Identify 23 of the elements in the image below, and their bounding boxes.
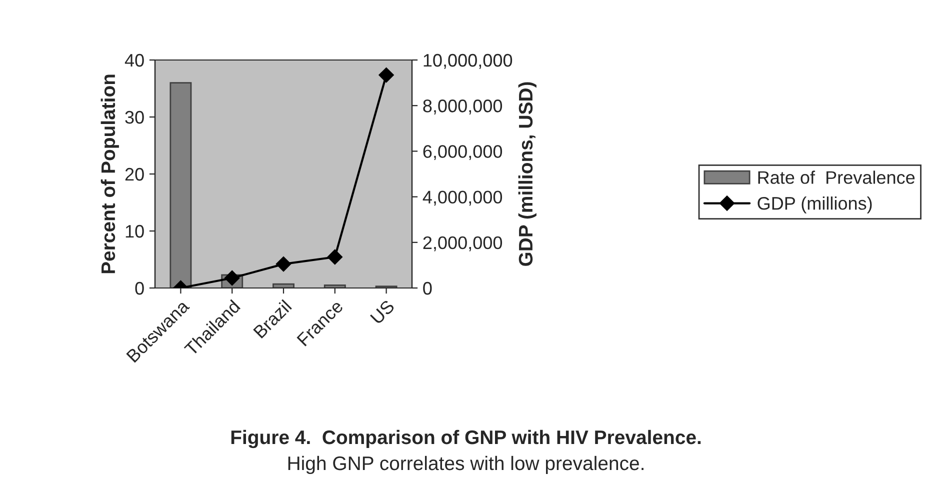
- legend-label: Rate of Prevalence: [758, 170, 915, 184]
- bar: [170, 82, 192, 288]
- y-tick-label: 10: [126, 224, 144, 238]
- y2-tick-label: 2,000,000: [423, 236, 502, 252]
- y2-tick-label: 4,000,000: [422, 190, 502, 206]
- point: [378, 67, 394, 83]
- y2-axis-title: GDP (millions, USD): [518, 82, 536, 266]
- text: Figure 4. Comparison of GNP with HIV Prevalence.: [231, 430, 701, 448]
- y2-tick-label: 8,000,000: [423, 100, 502, 114]
- point: [276, 256, 292, 272]
- point: [224, 270, 240, 286]
- y-tick-label: 20: [125, 168, 144, 181]
- y-tick-label: 40: [124, 54, 144, 67]
- y-tick-label: 0: [135, 282, 144, 295]
- point: [327, 249, 342, 265]
- text: High GNP correlates with low prevalence.: [288, 456, 644, 474]
- legend-label: GDP (millions): [758, 196, 872, 214]
- y-axis-title: Percent of Population: [100, 74, 119, 274]
- x-tick-label: US: [370, 299, 396, 325]
- y2-tick-label: 10,000,000: [424, 54, 512, 69]
- y2-tick-label: 6,000,000: [423, 145, 502, 160]
- y-tick-label: 30: [125, 110, 144, 124]
- y2-tick-label: 0: [423, 282, 432, 295]
